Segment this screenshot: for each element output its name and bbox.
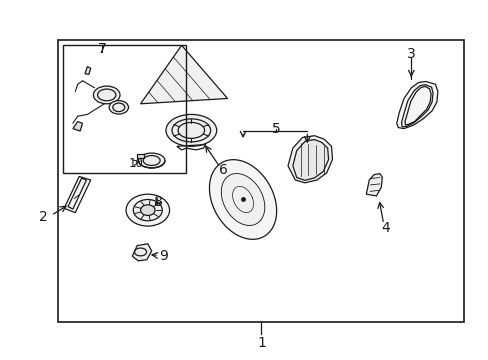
Polygon shape — [287, 136, 332, 183]
Text: 7: 7 — [97, 42, 106, 56]
Polygon shape — [221, 174, 264, 225]
Text: 8: 8 — [154, 195, 163, 209]
Text: 1: 1 — [257, 336, 265, 350]
Ellipse shape — [133, 199, 162, 221]
Ellipse shape — [93, 86, 120, 104]
Bar — [63, 45, 186, 173]
Ellipse shape — [138, 153, 164, 168]
Text: 9: 9 — [159, 249, 167, 263]
Ellipse shape — [113, 103, 124, 112]
Polygon shape — [132, 244, 151, 261]
Polygon shape — [137, 154, 143, 158]
Ellipse shape — [143, 156, 160, 166]
Polygon shape — [73, 122, 82, 131]
Ellipse shape — [178, 122, 204, 138]
Polygon shape — [209, 160, 276, 239]
Text: 4: 4 — [381, 221, 390, 235]
Polygon shape — [401, 85, 432, 127]
Bar — [58, 40, 464, 322]
Ellipse shape — [109, 100, 128, 114]
Polygon shape — [396, 81, 437, 129]
Ellipse shape — [172, 119, 210, 142]
Text: 2: 2 — [40, 210, 48, 224]
Text: 10: 10 — [128, 157, 143, 170]
Polygon shape — [140, 45, 227, 104]
Polygon shape — [404, 86, 430, 125]
Polygon shape — [292, 140, 328, 180]
Ellipse shape — [97, 89, 116, 101]
Text: 6: 6 — [219, 163, 228, 177]
Text: 5: 5 — [271, 122, 280, 136]
Ellipse shape — [126, 194, 169, 226]
Ellipse shape — [165, 114, 216, 146]
Polygon shape — [64, 176, 91, 213]
Polygon shape — [366, 174, 382, 196]
Text: 3: 3 — [406, 47, 415, 61]
Polygon shape — [85, 67, 91, 75]
Ellipse shape — [140, 205, 155, 215]
